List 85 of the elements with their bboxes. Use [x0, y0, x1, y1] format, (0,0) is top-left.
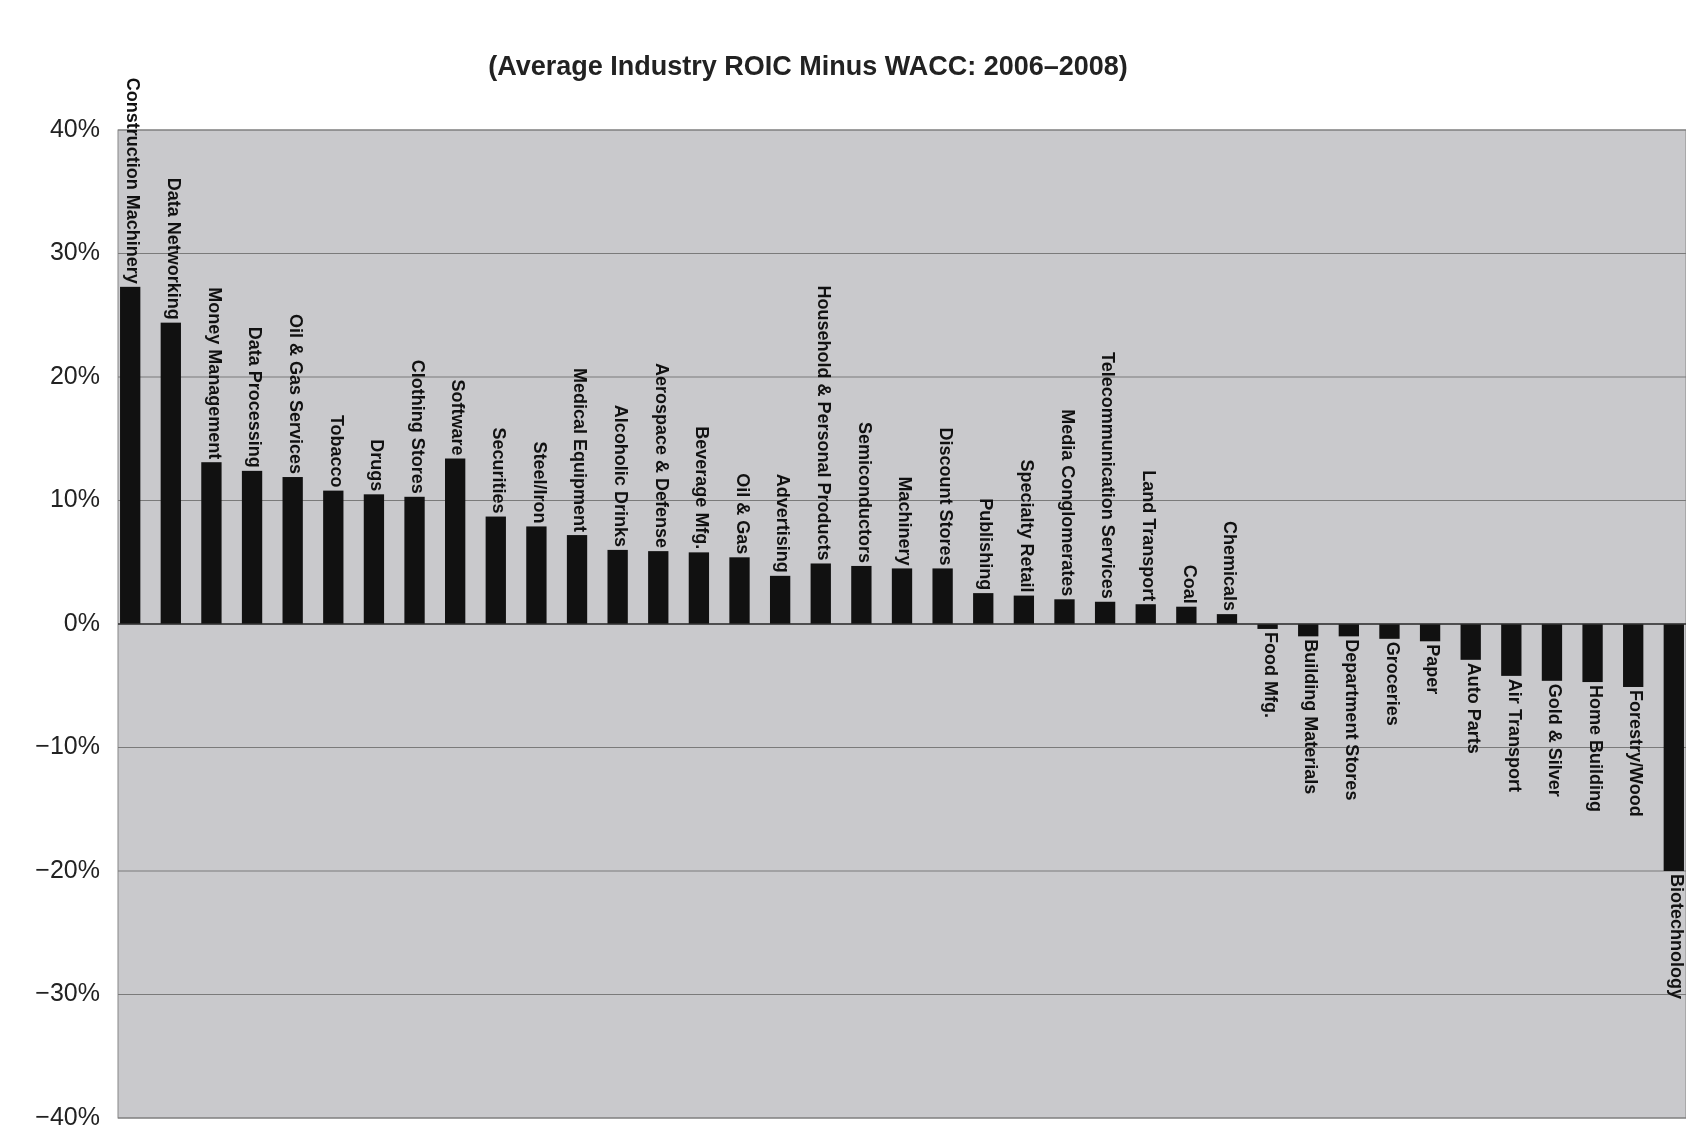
y-tick-label: 20%	[49, 360, 100, 389]
x-tick-label: Machinery	[895, 476, 916, 566]
bar	[445, 458, 466, 624]
y-tick-label: −10%	[35, 731, 100, 760]
bar	[1176, 606, 1197, 624]
bar	[160, 322, 181, 624]
x-tick-label: Land Transport	[1138, 470, 1159, 602]
x-tick-label: Forestry/Wood	[1626, 689, 1647, 817]
x-tick-label: Auto Parts	[1463, 662, 1484, 754]
x-tick-label: Construction Machinery	[123, 77, 144, 284]
y-tick-label: 0%	[63, 607, 100, 636]
bar	[688, 552, 710, 624]
x-tick-label: Data Networking	[164, 177, 185, 320]
x-tick-label: Department Stores	[1342, 639, 1363, 801]
x-tick-label: Clothing Stores	[407, 359, 428, 494]
bar	[1623, 624, 1644, 687]
bar	[1460, 624, 1481, 660]
x-tick-label: Paper	[1423, 644, 1444, 695]
x-tick-label: Groceries	[1382, 641, 1403, 726]
y-tick-label: 30%	[49, 237, 100, 266]
x-tick-label: Semiconductors	[854, 421, 875, 563]
x-tick-label: Home Building	[1585, 685, 1606, 813]
x-tick-label: Oil & Gas	[732, 473, 753, 555]
bar	[363, 494, 385, 624]
x-tick-label: Data Processing	[245, 326, 266, 468]
bar	[769, 575, 791, 624]
x-tick-label: Tobacco	[326, 414, 347, 488]
x-tick-label: Advertising	[773, 473, 794, 573]
bar	[323, 490, 344, 624]
x-tick-label: Alcoholic Drinks	[610, 404, 631, 547]
chart-title: (Average Industry ROIC Minus WACC: 2006–2008)	[488, 51, 1128, 82]
bar	[241, 470, 263, 624]
x-tick-label: Medical Equipment	[570, 368, 591, 533]
bar	[404, 496, 425, 624]
bar	[607, 549, 628, 624]
bar	[891, 568, 913, 624]
y-tick-label: 10%	[49, 484, 100, 513]
x-tick-label: Media Conglomerates	[1057, 409, 1078, 597]
y-tick-label: −20%	[35, 854, 100, 883]
x-tick-label: Telecommunication Services	[1098, 352, 1119, 599]
x-tick-label: Software	[448, 379, 469, 456]
bar	[1419, 624, 1441, 642]
bar	[282, 477, 303, 624]
bar	[566, 535, 588, 624]
x-tick-label: Aerospace & Defense	[651, 363, 672, 549]
x-tick-label: Air Transport	[1504, 678, 1525, 792]
bar	[201, 462, 222, 624]
x-tick-label: Drugs	[367, 439, 388, 492]
bar	[729, 557, 750, 624]
bar	[485, 516, 506, 624]
x-tick-label: Chemicals	[1220, 521, 1241, 612]
bar	[1582, 624, 1603, 683]
x-tick-label: Food Mfg.	[1260, 631, 1281, 718]
bar	[973, 593, 994, 624]
bar	[851, 565, 872, 624]
x-tick-label: Building Materials	[1301, 639, 1322, 795]
bar	[526, 526, 547, 624]
bar	[1379, 624, 1400, 639]
x-tick-label: Specialty Retail	[1017, 459, 1038, 593]
x-tick-label: Gold & Silver	[1545, 683, 1566, 797]
bar	[120, 286, 141, 624]
x-tick-label: Money Management	[204, 287, 225, 460]
x-tick-label: Biotechnology	[1667, 874, 1688, 999]
bar	[1054, 599, 1075, 624]
bar	[932, 568, 953, 624]
bar	[810, 563, 831, 624]
bar	[1541, 624, 1563, 681]
y-tick-label: −40%	[35, 1101, 100, 1126]
x-tick-label: Household & Personal Products	[814, 285, 835, 561]
x-tick-label: Securities	[489, 427, 510, 514]
bar	[648, 551, 669, 624]
bar	[1216, 614, 1238, 624]
bar	[1094, 601, 1116, 624]
x-tick-label: Publishing	[976, 498, 997, 591]
x-tick-label: Oil & Gas Services	[285, 313, 306, 475]
y-tick-label: 40%	[49, 113, 100, 142]
bar	[1013, 595, 1035, 624]
bar	[1501, 624, 1522, 676]
x-tick-label: Beverage Mfg.	[692, 426, 713, 550]
x-tick-label: Steel/Iron	[529, 441, 550, 524]
bar	[1663, 624, 1684, 871]
x-tick-label: Discount Stores	[935, 427, 956, 566]
y-tick-label: −30%	[35, 978, 100, 1007]
x-tick-label: Coal	[1179, 564, 1200, 604]
bar	[1135, 604, 1156, 624]
